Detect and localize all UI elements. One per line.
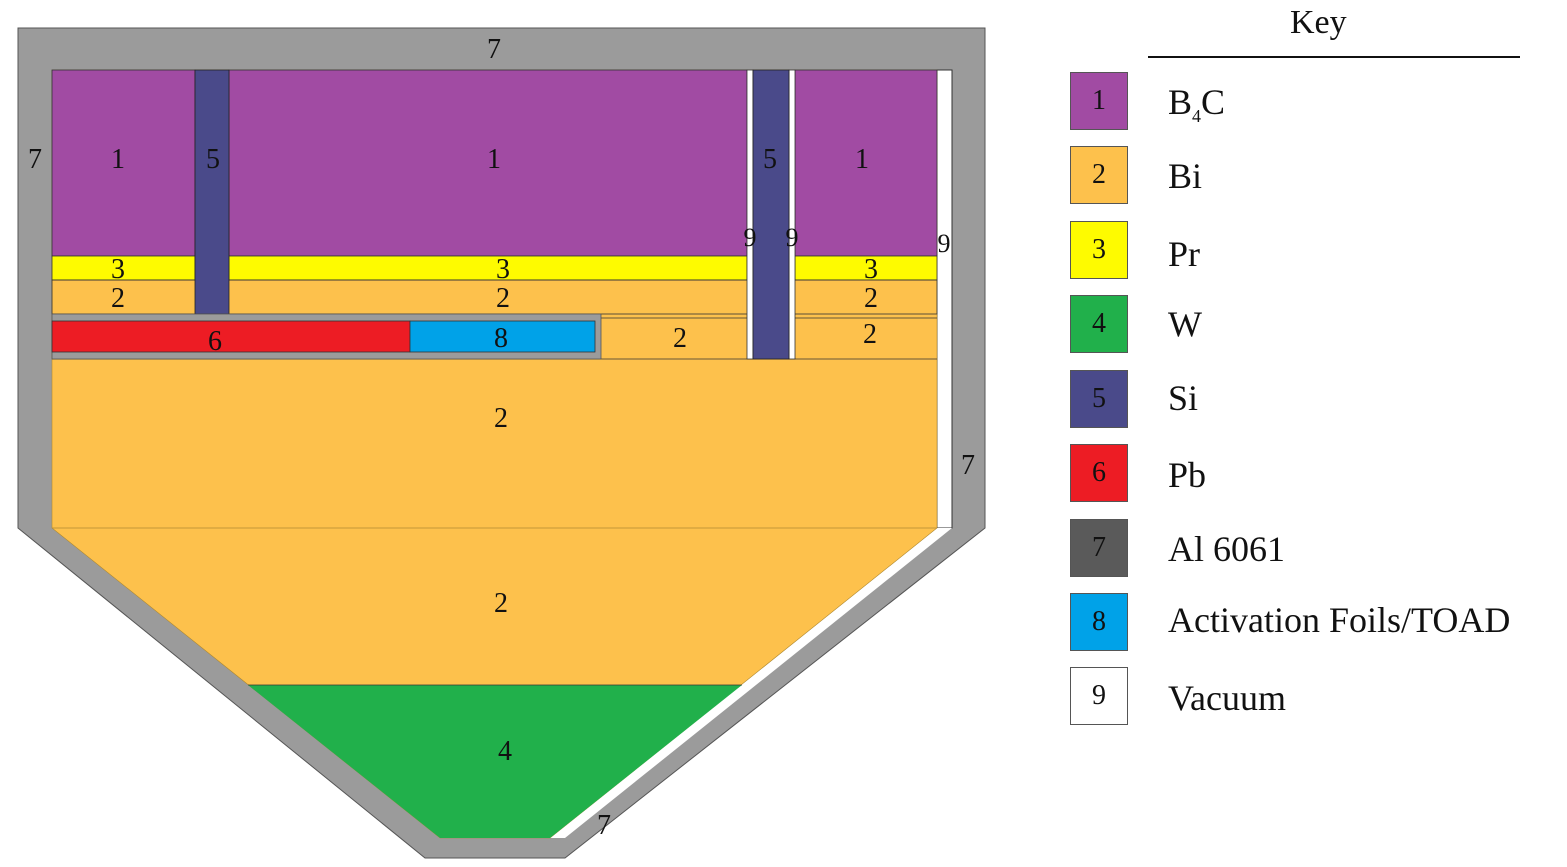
label-b4c-center: 1 [487,144,501,175]
pb-block [51,320,411,353]
label-pb: 6 [208,326,222,357]
pr-layer-right [794,255,938,281]
vacuum-gap-slant [550,528,952,838]
key-label-al: Al 6061 [1168,529,1285,569]
label-pr-right: 3 [864,254,878,285]
b4c-block-left [51,69,196,257]
key-swatch-pb: 6 [1070,444,1128,502]
label-pr-center: 3 [496,254,510,285]
label-si-right: 5 [763,144,777,175]
key-label-foil: Activation Foils/TOAD [1168,600,1511,640]
key-swatch-pr: 3 [1070,221,1128,279]
b4c-block-center [228,69,748,257]
label-b4c-left: 1 [111,144,125,175]
label-vacuum-b: 9 [786,223,799,252]
label-w: 4 [498,736,512,767]
label-bi-mid-right: 2 [863,319,877,350]
vacuum-gap-si-left [746,69,754,360]
key-swatch-bi: 2 [1070,146,1128,204]
key-label-b4c: B4C [1168,82,1226,127]
key-title: Key [1290,4,1347,41]
b4c-block-right [794,69,938,257]
key-swatch-b4c: 1 [1070,72,1128,130]
label-si-left: 5 [206,144,220,175]
si-channel-left [194,69,230,315]
label-al-top: 7 [487,34,501,65]
activation-foil-block [409,320,596,353]
label-foil: 8 [494,323,508,354]
pr-layer-center [228,255,748,281]
key-label-pb: Pb [1168,455,1207,495]
label-al-left: 7 [28,144,42,175]
pr-layer-left [51,255,196,281]
key-label-w: W [1168,304,1202,344]
key-label-vacuum: Vacuum [1168,678,1286,718]
label-bi-layer-center: 2 [496,283,510,314]
label-bi-layer-left: 2 [111,283,125,314]
label-bi-layer-right: 2 [864,283,878,314]
tungsten-region [248,685,742,838]
key-swatch-al: 7 [1070,519,1128,577]
label-vacuum-a: 9 [744,223,757,252]
label-bi-mid-left: 2 [673,323,687,354]
label-vacuum-c: 9 [938,229,951,258]
key-divider [1148,56,1520,58]
key-label-si: Si [1168,378,1199,418]
label-al-bottom: 7 [597,810,611,841]
label-bi-bulk-upper: 2 [494,403,508,434]
label-b4c-right: 1 [855,144,869,175]
label-bi-bulk-lower: 2 [494,588,508,619]
key-label-bi: Bi [1168,156,1203,196]
label-pr-left: 3 [111,254,125,285]
vacuum-gap-right [936,69,953,529]
key-swatch-vacuum: 9 [1070,667,1128,725]
key-swatch-foil: 8 [1070,593,1128,651]
key-swatch-si: 5 [1070,370,1128,428]
label-al-right: 7 [961,450,975,481]
si-channel-right [752,69,790,360]
cross-section-diagram: 7 7 7 7 1 1 1 5 5 9 9 9 3 3 3 2 2 2 6 8 … [17,27,986,859]
key-label-pr: Pr [1168,234,1201,274]
vacuum-gap-si-right [788,69,796,360]
key-swatch-w: 4 [1070,295,1128,353]
